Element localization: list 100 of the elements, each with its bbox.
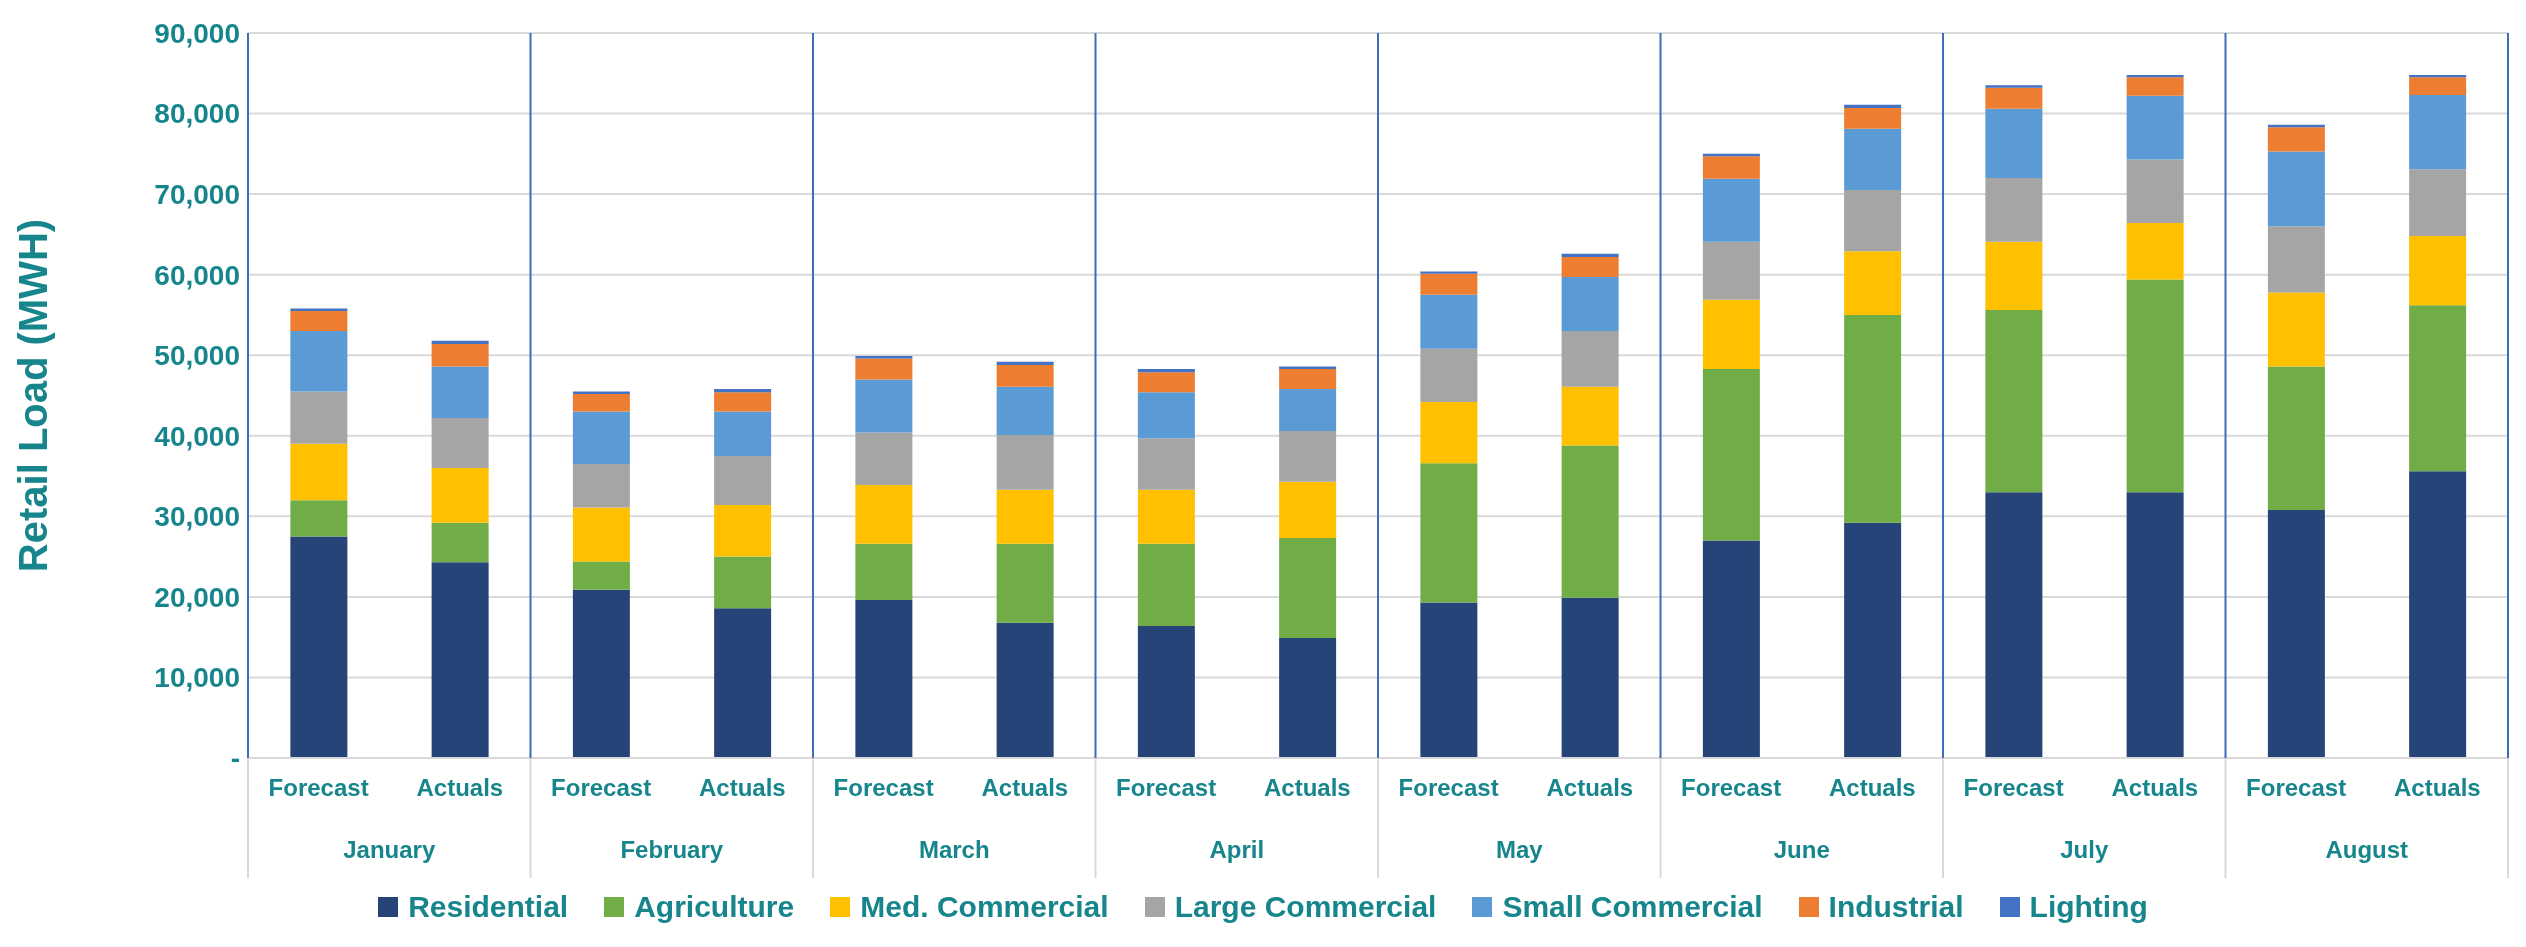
- text: March: [917, 836, 991, 864]
- bar: [1279, 389, 1337, 431]
- bar: [996, 386, 1054, 435]
- text: February: [619, 836, 725, 864]
- bar: [2267, 226, 2325, 293]
- bar: [1561, 256, 1619, 278]
- bar: [855, 600, 913, 758]
- bar: [714, 389, 772, 393]
- y-tick-label: 20,000: [154, 581, 240, 613]
- bar: [1137, 368, 1195, 373]
- legend-label: Lighting: [2029, 890, 2148, 924]
- x-tick-label: Actuals: [2394, 774, 2481, 801]
- bar: [1844, 104, 1902, 108]
- bar: [431, 340, 489, 344]
- y-tick-label: 40,000: [154, 420, 240, 452]
- bar: [2267, 366, 2325, 510]
- bar: [1137, 372, 1195, 393]
- bar: [996, 361, 1054, 365]
- bar: [431, 366, 489, 419]
- bar: [1702, 540, 1760, 758]
- y-tick-label: 60,000: [154, 259, 240, 291]
- bar: [714, 556, 772, 609]
- bar: [1702, 299, 1760, 369]
- bar: [2126, 279, 2184, 493]
- x-tick-label: Actuals: [981, 774, 1069, 801]
- bar: [431, 418, 489, 468]
- y-tick-label: 80,000: [154, 98, 240, 130]
- legend-label: Agriculture: [634, 890, 795, 924]
- text: January: [342, 836, 437, 864]
- bar: [2409, 471, 2467, 758]
- bar: [1420, 348, 1478, 402]
- bar: [996, 364, 1054, 387]
- bar: [2409, 169, 2467, 236]
- bar: [1561, 331, 1619, 387]
- bar: [1561, 445, 1619, 598]
- bar: [1137, 543, 1195, 626]
- bar: [1702, 178, 1760, 242]
- x-tick-label: Actuals: [2111, 774, 2199, 801]
- bar: [290, 391, 348, 444]
- bar: [1844, 107, 1902, 129]
- bar: [2126, 223, 2184, 280]
- bar: [2126, 95, 2184, 160]
- bar: [1844, 314, 1902, 523]
- x-tick-label: Forecast: [833, 774, 934, 801]
- bar: [1985, 310, 2043, 493]
- x-tick-label: Actuals: [416, 774, 504, 801]
- bar: [1279, 430, 1337, 482]
- bar: [1844, 522, 1902, 758]
- bar: [2126, 492, 2184, 758]
- bar: [2267, 509, 2325, 758]
- x-tick-label: Actuals: [1264, 774, 1351, 801]
- x-tick-label: Forecast: [2246, 774, 2347, 801]
- x-tick-label: Forecast: [1963, 774, 2064, 801]
- bar: [1985, 178, 2043, 242]
- bar: [2267, 151, 2325, 227]
- bar: [1561, 253, 1619, 257]
- bar: [996, 622, 1054, 758]
- bar: [431, 343, 489, 367]
- bar: [714, 455, 772, 506]
- bar: [1137, 392, 1195, 439]
- y-tick-label: 50,000: [154, 340, 240, 372]
- bar: [290, 536, 348, 758]
- bar: [1561, 277, 1619, 332]
- bar: [2409, 77, 2467, 96]
- bar: [1279, 481, 1337, 539]
- bar: [1702, 156, 1760, 179]
- bar: [2409, 95, 2467, 170]
- bar: [290, 500, 348, 537]
- bar: [1420, 271, 1478, 274]
- bar: [1844, 128, 1902, 191]
- text: August: [2324, 836, 2410, 864]
- bar: [1844, 190, 1902, 252]
- x-tick-label: Forecast: [1681, 774, 1782, 801]
- bar: [290, 331, 348, 392]
- y-tick-label: 10,000: [154, 662, 240, 694]
- legend-label: Small Commercial: [1502, 890, 1763, 924]
- x-tick-label: Forecast: [551, 774, 652, 801]
- y-tick-label: 70,000: [154, 179, 240, 211]
- bar: [1702, 241, 1760, 300]
- legend-label: Industrial: [1828, 890, 1964, 924]
- y-tick-label: -: [230, 742, 240, 774]
- text: June: [1772, 836, 1831, 864]
- bar: [1844, 251, 1902, 315]
- bar: [1279, 538, 1337, 638]
- y-tick-label: 30,000: [154, 501, 240, 533]
- legend-label: Large Commercial: [1174, 890, 1437, 924]
- bar: [1561, 597, 1619, 758]
- bar: [855, 379, 913, 433]
- bar: [2126, 159, 2184, 224]
- text: July: [2059, 836, 2110, 864]
- bar: [2267, 127, 2325, 152]
- bar: [855, 358, 913, 380]
- bar: [1137, 438, 1195, 490]
- bar: [1985, 241, 2043, 311]
- bar: [714, 505, 772, 557]
- bar: [996, 543, 1054, 623]
- bar: [714, 392, 772, 412]
- legend-label: Residential: [408, 890, 569, 924]
- bar: [431, 522, 489, 563]
- bar: [290, 443, 348, 501]
